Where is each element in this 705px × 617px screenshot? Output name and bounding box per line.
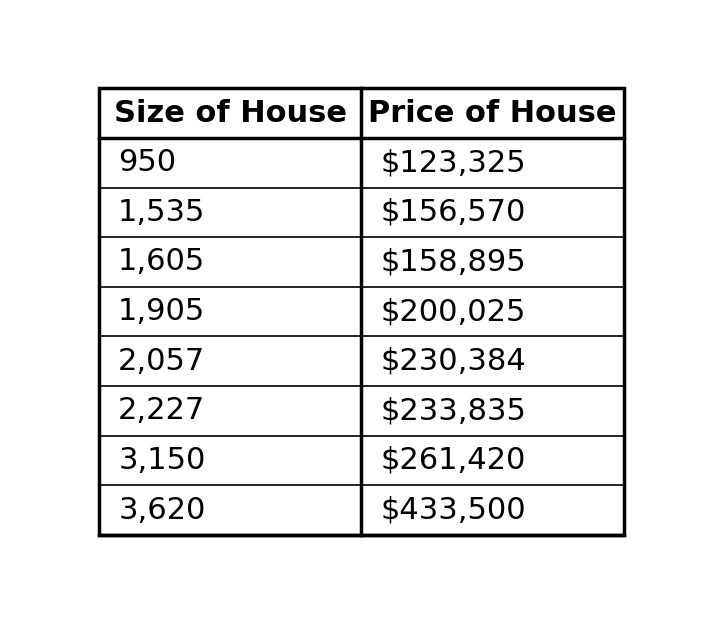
Text: 2,227: 2,227 bbox=[118, 396, 205, 425]
Text: 1,605: 1,605 bbox=[118, 247, 205, 276]
Text: 950: 950 bbox=[118, 148, 176, 177]
Text: $230,384: $230,384 bbox=[381, 347, 526, 376]
Text: Price of House: Price of House bbox=[368, 99, 617, 128]
Text: 2,057: 2,057 bbox=[118, 347, 205, 376]
Text: $233,835: $233,835 bbox=[381, 396, 527, 425]
Text: 1,905: 1,905 bbox=[118, 297, 205, 326]
Text: 3,620: 3,620 bbox=[118, 495, 206, 524]
Text: $261,420: $261,420 bbox=[381, 446, 526, 475]
Text: $156,570: $156,570 bbox=[381, 198, 526, 227]
Text: $158,895: $158,895 bbox=[381, 247, 526, 276]
Text: 3,150: 3,150 bbox=[118, 446, 206, 475]
Text: $433,500: $433,500 bbox=[381, 495, 526, 524]
Text: $123,325: $123,325 bbox=[381, 148, 526, 177]
Text: $200,025: $200,025 bbox=[381, 297, 526, 326]
Text: Size of House: Size of House bbox=[114, 99, 347, 128]
Text: 1,535: 1,535 bbox=[118, 198, 206, 227]
